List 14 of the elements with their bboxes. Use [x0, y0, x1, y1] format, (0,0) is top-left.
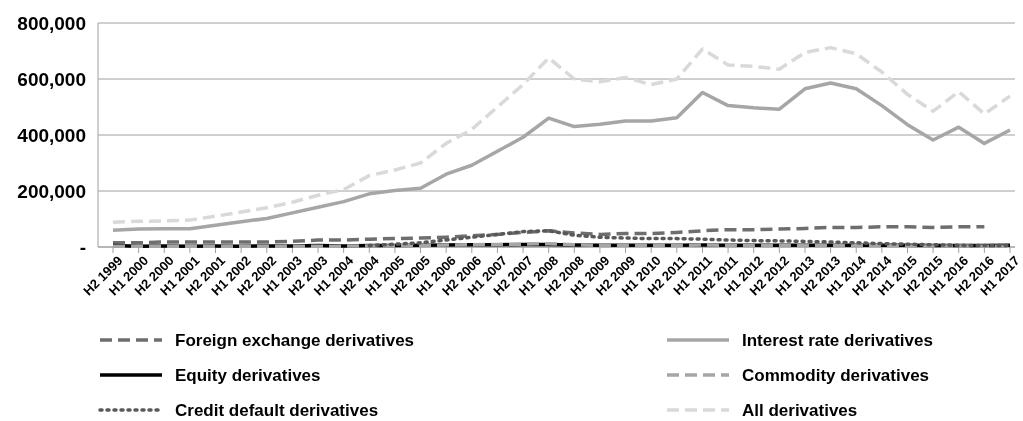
legend-label: Interest rate derivatives: [742, 330, 933, 350]
y-tick-label: 800,000: [17, 12, 86, 34]
legend-label: Foreign exchange derivatives: [175, 330, 415, 350]
legend-label: Credit default derivatives: [175, 400, 379, 420]
legend-label: All derivatives: [742, 400, 858, 420]
line-series: [111, 45, 1012, 225]
y-tick-label: -: [79, 236, 86, 258]
legend-label: Equity derivatives: [175, 365, 321, 385]
line-series: [367, 229, 1012, 248]
y-tick-label: 200,000: [17, 180, 86, 202]
legend-label: Commodity derivatives: [742, 365, 930, 385]
y-tick-label: 600,000: [17, 68, 86, 90]
y-tick-label: 400,000: [17, 124, 86, 146]
line-series: [111, 225, 987, 245]
